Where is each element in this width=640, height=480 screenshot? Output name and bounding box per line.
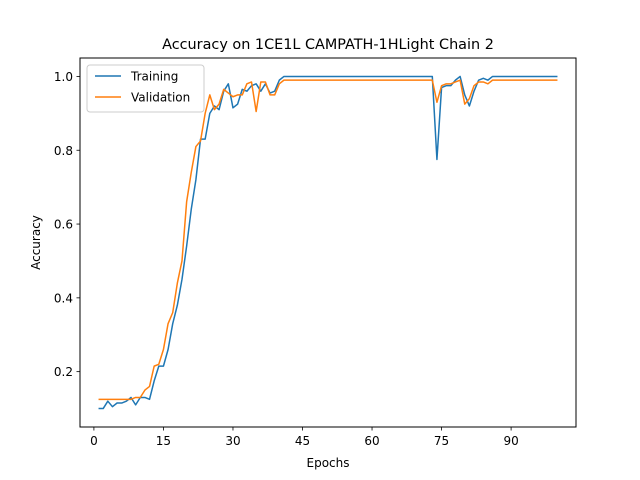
y-tick-label: 0.2 <box>54 365 73 379</box>
legend-validation-label: Validation <box>131 91 190 105</box>
y-axis-ticks: 0.2 0.4 0.6 0.8 1.0 <box>54 70 80 379</box>
x-tick-label: 30 <box>225 434 240 448</box>
y-tick-label: 0.8 <box>54 144 73 158</box>
x-tick-label: 45 <box>295 434 310 448</box>
legend-training-label: Training <box>130 70 178 84</box>
y-tick-label: 1.0 <box>54 70 73 84</box>
legend: Training Validation <box>86 64 205 113</box>
y-axis-label: Accuracy <box>29 215 43 270</box>
x-tick-label: 90 <box>503 434 518 448</box>
chart-title: Accuracy on 1CE1L CAMPATH-1HLight Chain … <box>162 37 494 53</box>
series-line-validation <box>98 79 558 401</box>
x-axis-label: Epochs <box>307 456 350 470</box>
x-tick-label: 0 <box>90 434 98 448</box>
plot-frame <box>79 57 577 428</box>
y-tick-label: 0.6 <box>54 218 73 232</box>
x-tick-label: 75 <box>434 434 449 448</box>
x-tick-label: 60 <box>364 434 379 448</box>
series-line-training <box>98 75 558 410</box>
x-axis-ticks: 0 15 30 45 60 75 90 <box>90 427 519 448</box>
plot-lines <box>98 75 558 410</box>
y-tick-label: 0.4 <box>54 291 73 305</box>
x-tick-label: 15 <box>156 434 171 448</box>
